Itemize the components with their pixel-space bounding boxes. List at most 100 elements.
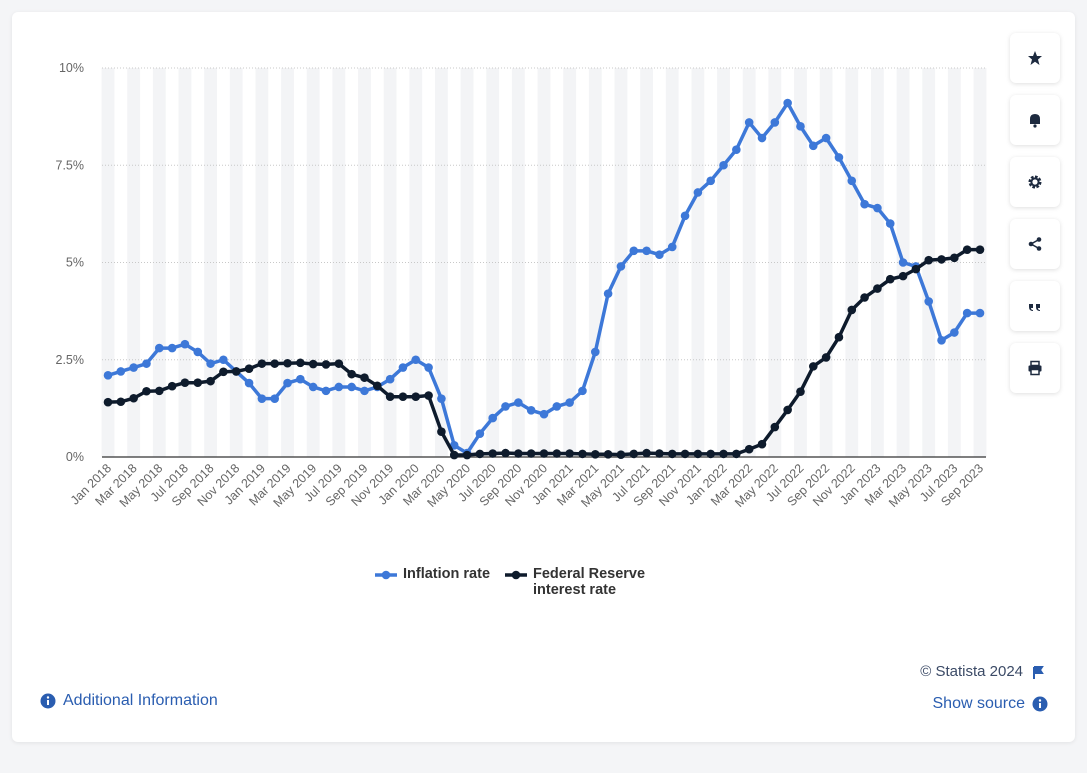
- data-point: [360, 386, 369, 396]
- legend-item[interactable]: Inflation rate: [374, 566, 490, 582]
- data-point: [321, 360, 331, 369]
- show-source-link[interactable]: Show source: [932, 695, 1026, 712]
- data-point: [206, 359, 215, 368]
- data-point: [693, 188, 703, 197]
- favorite-button[interactable]: [1010, 33, 1060, 83]
- data-point: [603, 449, 613, 459]
- data-point: [680, 211, 690, 221]
- data-point: [565, 449, 574, 458]
- data-point: [680, 449, 690, 459]
- alert-button[interactable]: [1010, 95, 1060, 145]
- data-point: [552, 449, 562, 458]
- data-point: [437, 427, 446, 437]
- share-icon: [1028, 237, 1042, 251]
- data-point: [244, 364, 254, 373]
- data-point: [193, 347, 203, 357]
- data-point: [834, 153, 844, 162]
- data-point: [757, 133, 767, 143]
- data-point: [167, 343, 177, 353]
- data-point: [732, 449, 741, 459]
- data-point: [385, 374, 395, 384]
- cite-button[interactable]: [1010, 281, 1060, 331]
- column-stripe: [511, 68, 525, 457]
- column-stripe: [871, 68, 884, 457]
- data-point: [257, 359, 267, 368]
- data-point: [565, 398, 574, 407]
- data-point: [154, 343, 164, 353]
- data-point: [449, 441, 459, 450]
- data-point: [180, 339, 190, 349]
- data-point: [667, 449, 677, 459]
- data-point: [590, 449, 600, 459]
- data-point: [975, 245, 985, 254]
- data-point: [142, 359, 151, 368]
- copyright: © Statista 2024: [920, 663, 1023, 680]
- legend: Inflation rate Federal Reserve interest r…: [374, 566, 663, 598]
- data-point: [514, 398, 523, 407]
- data-point: [360, 373, 369, 382]
- data-point: [347, 382, 356, 392]
- data-point: [296, 358, 305, 368]
- column-stripe: [460, 68, 474, 457]
- y-tick-label: 2.5%: [56, 353, 85, 367]
- column-stripe: [358, 68, 371, 457]
- data-point: [372, 381, 382, 391]
- column-stripe: [588, 68, 602, 457]
- data-point: [308, 382, 318, 392]
- legend-item[interactable]: Federal Reserve interest rate: [504, 566, 663, 598]
- column-stripe: [127, 68, 141, 457]
- data-point: [193, 378, 203, 388]
- star-icon: [1028, 51, 1042, 65]
- data-point: [206, 376, 215, 386]
- data-point: [103, 397, 113, 407]
- data-point: [129, 363, 138, 372]
- column-stripe: [640, 68, 653, 457]
- data-point: [770, 118, 780, 127]
- data-point: [924, 255, 934, 265]
- data-point: [834, 332, 844, 342]
- data-point: [270, 394, 280, 403]
- data-point: [488, 449, 498, 458]
- data-point: [539, 409, 549, 419]
- data-point: [655, 449, 664, 458]
- data-point: [475, 449, 485, 459]
- data-point: [334, 382, 344, 392]
- data-point: [219, 355, 228, 365]
- data-point: [629, 449, 639, 459]
- data-point: [539, 449, 549, 458]
- data-point: [257, 394, 267, 403]
- data-point: [449, 450, 459, 460]
- print-icon: [1028, 360, 1042, 376]
- column-stripe: [178, 68, 192, 457]
- data-point: [667, 242, 677, 252]
- data-point: [552, 402, 562, 411]
- data-point: [975, 308, 985, 318]
- data-point: [270, 359, 280, 368]
- data-point: [142, 386, 151, 396]
- data-point: [629, 246, 639, 256]
- data-point: [847, 305, 857, 315]
- share-button[interactable]: [1010, 219, 1060, 269]
- data-point: [796, 387, 805, 396]
- data-point: [411, 355, 421, 365]
- print-button[interactable]: [1010, 343, 1060, 393]
- column-stripe: [281, 68, 294, 457]
- column-stripe: [563, 68, 577, 457]
- data-point: [898, 258, 908, 267]
- data-point: [783, 98, 792, 108]
- chart-card: 0% 2.5% 5% 7.5% 10% Jan 2018 Mar 2018 May 2018 J…: [12, 12, 1075, 742]
- data-point: [962, 245, 972, 254]
- data-point: [719, 160, 728, 170]
- info-icon: [40, 693, 56, 709]
- data-point: [154, 386, 164, 396]
- data-point: [950, 253, 959, 263]
- settings-button[interactable]: [1010, 157, 1060, 207]
- data-point: [847, 176, 857, 186]
- data-point: [719, 449, 728, 459]
- data-point: [116, 397, 126, 407]
- data-point: [334, 359, 344, 368]
- data-point: [296, 374, 305, 384]
- data-point: [129, 393, 138, 403]
- additional-info-link[interactable]: Additional Information: [63, 692, 218, 709]
- data-point: [796, 122, 805, 131]
